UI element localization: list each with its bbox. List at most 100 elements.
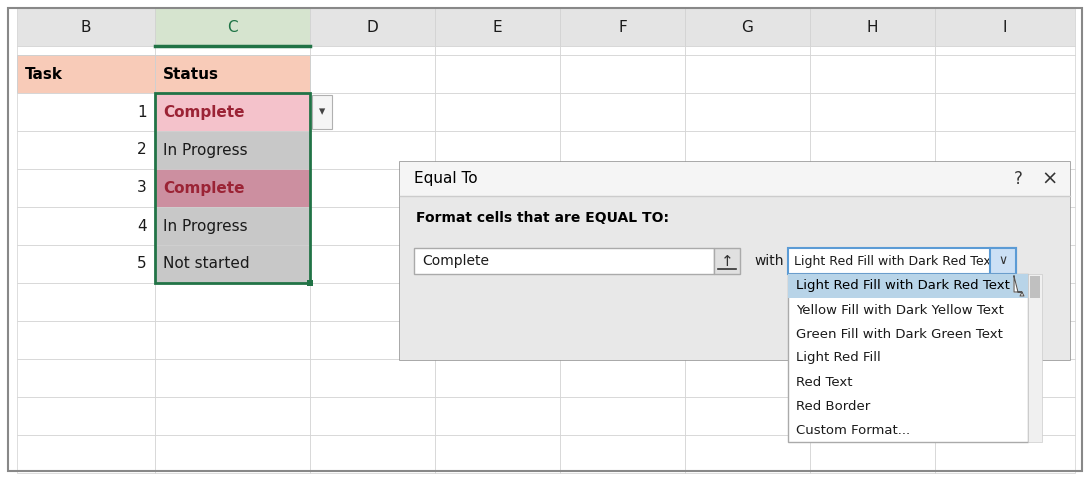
Bar	[155, 359, 310, 397]
Bar	[810, 359, 935, 397]
Bar	[310, 8, 435, 46]
Bar	[810, 321, 935, 359]
Bar	[155, 207, 310, 245]
Text: ?: ?	[1014, 170, 1022, 188]
Bar	[560, 207, 685, 245]
Text: 5: 5	[137, 256, 147, 272]
Bar	[935, 435, 1075, 473]
Bar	[1028, 274, 1042, 442]
Bar	[560, 359, 685, 397]
Bar	[810, 207, 935, 245]
Text: ×: ×	[1042, 170, 1058, 189]
Bar	[560, 8, 685, 46]
Bar	[17, 283, 155, 321]
Text: C: C	[227, 20, 238, 34]
Bar	[810, 46, 935, 55]
Text: In Progress: In Progress	[164, 142, 247, 158]
Bar	[810, 93, 935, 131]
Bar	[155, 93, 310, 283]
Bar	[810, 55, 935, 93]
Bar	[414, 248, 714, 274]
Text: ↑: ↑	[720, 253, 734, 269]
Bar	[685, 283, 810, 321]
Bar	[560, 55, 685, 93]
Bar	[310, 321, 435, 359]
Text: Complete: Complete	[164, 104, 244, 119]
Text: with: with	[754, 254, 784, 268]
Bar	[435, 207, 560, 245]
Text: In Progress: In Progress	[164, 218, 247, 233]
Bar	[312, 95, 332, 129]
Bar	[788, 248, 1016, 274]
Bar	[685, 397, 810, 435]
Bar	[935, 46, 1075, 55]
Bar	[435, 93, 560, 131]
Bar	[435, 8, 560, 46]
Bar	[714, 248, 740, 274]
Bar	[810, 131, 935, 169]
Bar	[560, 321, 685, 359]
Bar	[400, 196, 1070, 360]
Bar	[17, 207, 155, 245]
Bar	[935, 55, 1075, 93]
Bar	[685, 55, 810, 93]
Bar	[155, 8, 310, 46]
Text: Complete: Complete	[422, 254, 489, 268]
Bar	[560, 93, 685, 131]
Bar	[17, 245, 155, 283]
Bar	[155, 93, 310, 131]
Bar	[810, 169, 935, 207]
Bar	[810, 397, 935, 435]
Bar	[560, 435, 685, 473]
Bar	[435, 321, 560, 359]
Text: Complete: Complete	[164, 181, 244, 195]
Text: Not started: Not started	[164, 256, 250, 272]
Bar	[310, 435, 435, 473]
Bar	[685, 46, 810, 55]
Bar	[17, 169, 155, 207]
Bar	[17, 93, 155, 131]
Text: 3: 3	[137, 181, 147, 195]
Bar	[310, 131, 435, 169]
Text: Light Red Fill with Dark Red Text: Light Red Fill with Dark Red Text	[794, 254, 995, 267]
Text: F: F	[618, 20, 627, 34]
Bar	[17, 55, 155, 93]
Text: Custom Format...: Custom Format...	[796, 423, 910, 436]
Bar	[435, 55, 560, 93]
Bar	[935, 245, 1075, 283]
Bar	[810, 245, 935, 283]
Bar	[560, 169, 685, 207]
Bar	[810, 8, 935, 46]
Bar	[155, 245, 310, 283]
Bar	[935, 207, 1075, 245]
Text: ▾: ▾	[319, 105, 325, 118]
Bar	[310, 397, 435, 435]
Bar	[310, 46, 435, 55]
Bar	[155, 435, 310, 473]
Text: Status: Status	[164, 67, 219, 81]
Bar	[560, 131, 685, 169]
Bar	[310, 207, 435, 245]
Bar	[685, 131, 810, 169]
Text: Task: Task	[25, 67, 63, 81]
Bar	[935, 359, 1075, 397]
Bar	[155, 397, 310, 435]
Polygon shape	[1014, 276, 1024, 296]
Bar	[310, 359, 435, 397]
Bar	[17, 397, 155, 435]
Text: B: B	[81, 20, 92, 34]
Bar	[17, 131, 155, 169]
Bar	[560, 245, 685, 283]
Bar	[435, 169, 560, 207]
Bar	[685, 207, 810, 245]
Bar	[685, 435, 810, 473]
Bar	[435, 131, 560, 169]
Text: Green Fill with Dark Green Text: Green Fill with Dark Green Text	[796, 328, 1003, 341]
Bar	[935, 8, 1075, 46]
Bar	[310, 55, 435, 93]
Bar	[685, 169, 810, 207]
Bar	[435, 435, 560, 473]
Bar	[155, 55, 310, 93]
Text: Light Red Fill with Dark Red Text: Light Red Fill with Dark Red Text	[796, 280, 1009, 293]
Bar	[307, 280, 313, 286]
